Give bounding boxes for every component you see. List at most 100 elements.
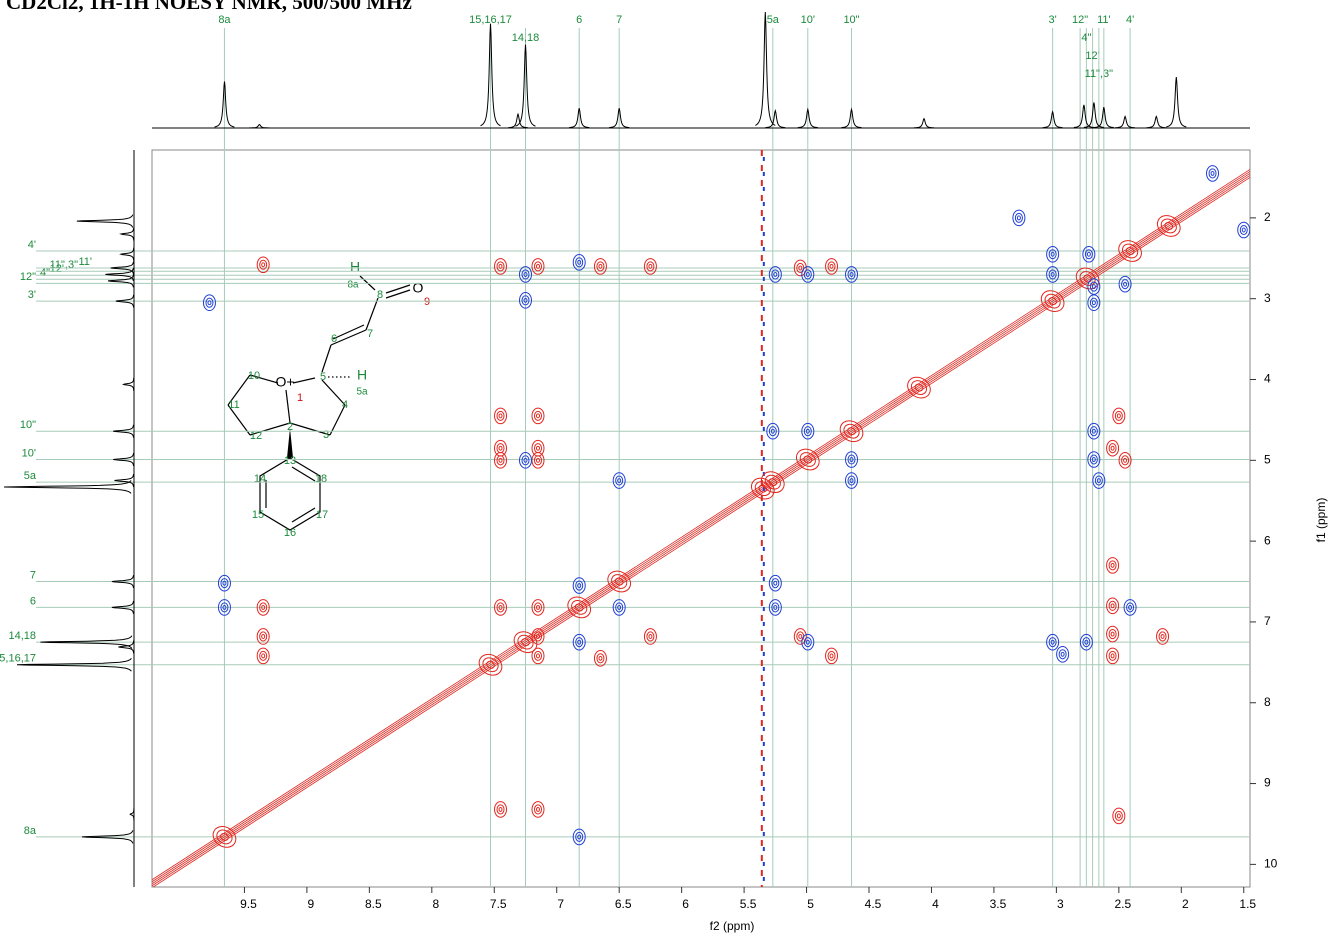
structure-label: 13 xyxy=(284,455,296,467)
cross-peak xyxy=(1046,633,1060,651)
cross-peak xyxy=(1121,279,1130,290)
cross-peak xyxy=(1156,628,1170,645)
cross-peak xyxy=(1096,478,1101,483)
diagonal-contour xyxy=(152,171,1250,883)
cross-peak xyxy=(1016,215,1021,221)
projection-peak-f2 xyxy=(1083,102,1104,128)
structure-label: 6 xyxy=(331,333,337,345)
structure-label: H xyxy=(350,259,360,275)
cross-peak xyxy=(1206,165,1220,182)
cross-peak xyxy=(1089,281,1098,292)
cross-peak xyxy=(798,634,803,639)
top-label: 10' xyxy=(801,14,815,26)
cross-peak xyxy=(572,633,586,651)
y-tick-label: 7 xyxy=(1264,614,1271,628)
cross-peak xyxy=(801,422,815,440)
projection-peak-f2 xyxy=(214,81,235,128)
cross-peak xyxy=(217,599,231,616)
cross-peak xyxy=(1110,653,1115,659)
label-bg xyxy=(279,377,291,389)
structure-label: 10 xyxy=(248,370,260,382)
cross-peak xyxy=(202,294,216,312)
cross-peak xyxy=(1237,221,1250,239)
structure: H 8a 8 O9 7 6 5 H 5a O+1 10 11 12 2 3 4 13 14 18 15 17 16 xyxy=(227,259,430,539)
cross-peak xyxy=(494,258,508,275)
y-tick-label: 8 xyxy=(1264,695,1271,709)
structure-label: 3 xyxy=(323,429,329,441)
cross-peak xyxy=(847,454,856,465)
cross-peak xyxy=(1241,227,1246,233)
x-tick-label: 2.5 xyxy=(1114,897,1131,911)
structure-label: 16 xyxy=(284,527,296,539)
cross-peak xyxy=(771,578,780,589)
diagonal-peak xyxy=(567,596,592,619)
cross-peak xyxy=(494,599,508,616)
cross-peak xyxy=(1108,650,1117,661)
cross-peak xyxy=(805,271,810,277)
left-label: 12' xyxy=(50,263,64,275)
structure-label: O xyxy=(413,280,424,296)
structure-label: 15 xyxy=(252,509,264,521)
cross-peak xyxy=(617,604,622,610)
cross-peak xyxy=(598,655,603,661)
diagonal-peak xyxy=(843,423,860,439)
y-tick-label: 2 xyxy=(1264,210,1271,224)
cross-peak xyxy=(533,804,542,815)
diagonal-peak xyxy=(1079,271,1096,286)
left-label: 10" xyxy=(20,419,36,431)
cross-peak xyxy=(1123,281,1128,287)
cross-peak xyxy=(259,602,268,613)
cross-peak xyxy=(535,457,540,463)
cross-peak xyxy=(577,583,582,589)
cross-peak xyxy=(773,271,778,277)
top-label: 11' xyxy=(1097,14,1111,26)
x-tick-label: 2 xyxy=(1182,897,1189,911)
projection-peak-f2 xyxy=(914,117,934,129)
projection-peak-f1 xyxy=(76,214,134,228)
cross-peak xyxy=(768,599,782,616)
cross-peak xyxy=(261,262,266,268)
projection-peak-f1 xyxy=(114,473,135,488)
y-axis-label: f1 (ppm) xyxy=(1314,498,1328,543)
cross-peak xyxy=(535,263,540,269)
top-label: 8a xyxy=(218,14,231,26)
cross-peak xyxy=(1114,810,1123,821)
cross-peak xyxy=(494,801,508,818)
diagonal-contour xyxy=(152,173,1250,885)
cross-peak xyxy=(496,410,505,421)
left-label: 11",3" xyxy=(50,259,78,271)
top-label: 3' xyxy=(1049,14,1057,26)
cross-peak xyxy=(801,266,815,283)
x-tick-label: 9 xyxy=(308,897,315,911)
cross-peak xyxy=(803,269,812,280)
cross-peak xyxy=(259,631,268,642)
plot-frame xyxy=(151,149,1251,888)
diagonal-contour xyxy=(152,175,1250,887)
left-label: 12" xyxy=(20,271,36,283)
diagonal-peak xyxy=(611,574,628,589)
cross-peak xyxy=(596,653,605,664)
cross-peak xyxy=(1210,170,1215,176)
top-label: 15,16,17 xyxy=(469,14,512,26)
diagonal-peak xyxy=(764,474,781,490)
cross-peak xyxy=(1050,639,1055,645)
cross-peak xyxy=(256,628,270,645)
chart-title: CD2Cl2, 1H-1H NOESY NMR, 500/500 MHz xyxy=(6,0,412,14)
projection-peak-f2 xyxy=(1042,110,1063,129)
cross-peak xyxy=(533,650,542,661)
left-label: 8a xyxy=(24,825,37,837)
x-tick-label: 3.5 xyxy=(990,897,1007,911)
cross-peak xyxy=(1046,245,1060,263)
x-tick-label: 8 xyxy=(432,897,439,911)
cross-peak xyxy=(535,634,540,639)
cross-peak xyxy=(1048,637,1057,648)
diagonal-peak xyxy=(1160,218,1177,234)
cross-peak xyxy=(1089,426,1098,437)
diagonal-peak xyxy=(482,657,499,673)
cross-peak xyxy=(768,266,782,283)
cross-peak xyxy=(222,580,227,586)
left-label: 10' xyxy=(22,447,36,459)
cross-peak xyxy=(1110,603,1115,609)
cross-peak xyxy=(1123,457,1128,463)
projection-peak-f2 xyxy=(1093,106,1114,128)
